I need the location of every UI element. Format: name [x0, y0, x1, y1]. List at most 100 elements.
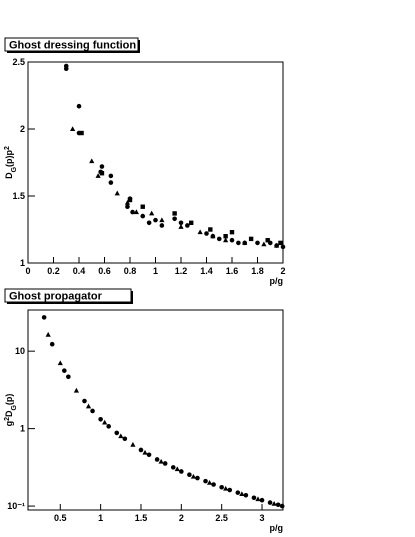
x-tick-label: 2 [179, 513, 184, 523]
point [236, 240, 241, 246]
y-tick-label: 10⁻¹ [7, 501, 25, 511]
x-tick-label: 1.8 [251, 266, 264, 276]
x-axis-label: p/g [270, 523, 284, 533]
point [89, 158, 95, 164]
point [239, 491, 245, 497]
point [108, 173, 114, 179]
y-axis-label-part: D [4, 410, 14, 417]
y-axis-label-part: G [11, 166, 18, 172]
point [63, 66, 69, 71]
x-tick-label: 3 [260, 513, 265, 523]
point [90, 408, 95, 414]
point [279, 503, 285, 509]
plot-frame [27, 309, 284, 511]
x-axis-label: p/g [270, 276, 284, 286]
x-tick-label: 0.4 [73, 266, 86, 276]
y-axis-label-part: G [11, 405, 18, 411]
point [204, 231, 209, 236]
point [227, 487, 233, 493]
y-axis-label: DG(p)p2 [4, 146, 18, 179]
point [98, 416, 103, 422]
point [158, 458, 164, 464]
chart-title: Ghost propagator [9, 291, 103, 303]
y-axis-label-part: 2 [4, 146, 11, 150]
point [255, 240, 260, 246]
point [140, 204, 145, 209]
point [189, 220, 194, 225]
point [118, 433, 124, 439]
point [185, 223, 190, 228]
point [140, 213, 146, 219]
point [195, 475, 200, 481]
point [114, 190, 120, 196]
point [159, 223, 165, 228]
point [122, 436, 128, 442]
point [219, 484, 224, 490]
point [79, 130, 84, 136]
point [124, 199, 131, 205]
point [210, 233, 216, 239]
x-tick-label: 0.8 [124, 266, 137, 276]
x-tick-label: 1.6 [226, 266, 239, 276]
point [223, 485, 229, 491]
point [229, 229, 235, 235]
title-box [4, 288, 132, 303]
point [190, 473, 197, 479]
point [203, 478, 208, 484]
y-tick-label: 2 [20, 124, 25, 134]
point [127, 197, 133, 203]
point [172, 216, 177, 222]
point [187, 472, 192, 478]
x-tick-label: 1.2 [175, 266, 188, 276]
point [259, 497, 265, 503]
point [278, 240, 283, 246]
point [162, 461, 168, 466]
point [280, 244, 286, 250]
point [197, 229, 203, 235]
y-axis-label-part: g [4, 421, 14, 427]
y-tick-label: 10 [15, 346, 25, 356]
point [255, 496, 261, 502]
point [267, 500, 273, 505]
point [274, 242, 280, 248]
point [174, 466, 180, 472]
point [66, 374, 71, 380]
point [82, 398, 87, 404]
point [73, 387, 80, 393]
point [45, 331, 51, 337]
point [130, 441, 136, 447]
x-tick-label: 1.4 [200, 266, 213, 276]
point [265, 238, 270, 243]
point [95, 173, 101, 178]
point [125, 204, 130, 210]
point [159, 217, 165, 223]
point [261, 241, 267, 247]
point [138, 447, 144, 453]
x-tick-label: 0.5 [54, 513, 67, 523]
y-tick-label: 1 [20, 424, 25, 434]
plot-frame [27, 61, 284, 264]
point [208, 227, 213, 232]
point [153, 217, 158, 223]
point [133, 209, 139, 215]
point [243, 492, 249, 498]
point [154, 457, 160, 462]
point [99, 171, 105, 176]
point [271, 501, 277, 506]
point [106, 424, 111, 429]
point [146, 452, 152, 458]
point [172, 211, 177, 216]
y-axis-label-part: D [4, 172, 14, 179]
y-axis-label-part: 2 [4, 417, 11, 421]
point [41, 315, 47, 320]
x-tick-label: 2 [280, 266, 285, 276]
x-tick-label: 2.5 [215, 513, 228, 523]
point [108, 180, 114, 185]
point [102, 419, 108, 425]
x-tick-label: 1 [153, 266, 158, 276]
point [235, 490, 241, 495]
point [142, 449, 148, 455]
point [114, 430, 120, 436]
